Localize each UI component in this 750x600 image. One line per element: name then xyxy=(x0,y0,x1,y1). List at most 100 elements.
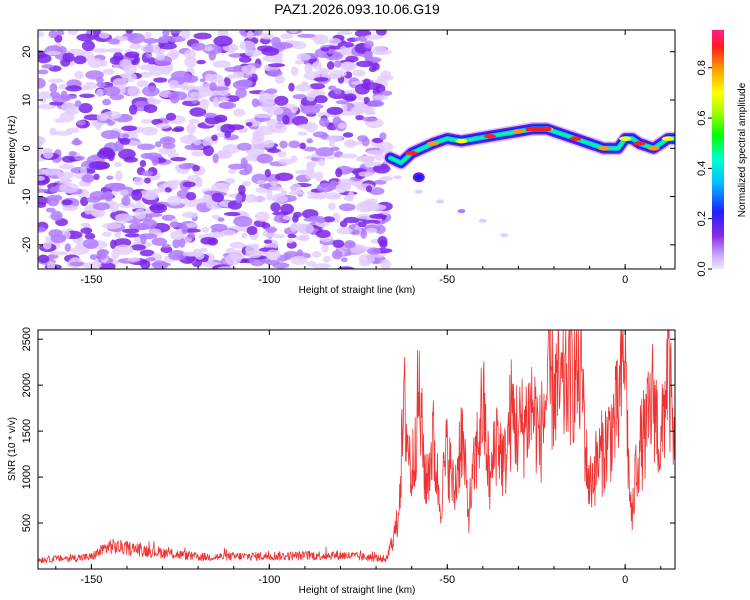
noise-blob xyxy=(209,81,217,92)
noise-blob xyxy=(343,216,360,224)
noise-blob xyxy=(326,184,333,191)
spectrogram-x-tick-label: 0 xyxy=(622,274,628,286)
noise-blob xyxy=(281,114,290,125)
noise-blob xyxy=(334,88,342,95)
noise-blob xyxy=(339,45,348,56)
noise-blob xyxy=(342,132,354,138)
noise-blob xyxy=(218,102,234,109)
noise-blob xyxy=(38,31,45,38)
noise-blob xyxy=(100,130,121,140)
noise-blob xyxy=(265,88,278,95)
noise-blob xyxy=(328,37,342,45)
noise-blob xyxy=(308,170,317,179)
noise-blob xyxy=(343,195,353,202)
noise-blob xyxy=(267,63,286,68)
noise-blob xyxy=(344,140,364,146)
noise-blob xyxy=(373,179,387,185)
noise-blob xyxy=(295,169,313,175)
noise-blob xyxy=(109,201,119,213)
noise-blob xyxy=(287,234,297,239)
noise-blob xyxy=(65,85,82,92)
noise-blob xyxy=(122,228,140,234)
noise-blob xyxy=(332,239,345,249)
noise-blob xyxy=(148,65,165,77)
noise-blob xyxy=(124,233,140,238)
noise-blob xyxy=(239,79,252,87)
noise-blob xyxy=(101,231,112,237)
noise-blob xyxy=(319,117,330,127)
noise-blob xyxy=(296,53,312,61)
noise-blob xyxy=(267,148,282,154)
spectrogram-x-tick-label: -100 xyxy=(258,274,280,286)
noise-blob xyxy=(160,246,173,254)
noise-blob xyxy=(270,180,278,187)
noise-blob xyxy=(165,112,177,121)
noise-blob xyxy=(362,219,381,225)
noise-blob xyxy=(377,236,388,246)
noise-blob xyxy=(250,143,265,151)
noise-blob xyxy=(225,247,236,255)
noise-blob xyxy=(338,203,356,212)
noise-blob xyxy=(169,221,180,228)
noise-blob xyxy=(162,30,170,38)
noise-blob xyxy=(224,177,236,184)
noise-blob xyxy=(315,147,335,157)
noise-blob xyxy=(114,161,122,167)
noise-blob xyxy=(76,119,86,126)
noise-blob xyxy=(253,219,267,228)
noise-blob xyxy=(127,257,141,262)
noise-blob xyxy=(362,116,378,122)
noise-blob xyxy=(288,82,295,92)
noise-blob xyxy=(184,222,198,228)
ridge-hotspot xyxy=(569,136,582,141)
noise-blob xyxy=(133,176,145,186)
noise-blob xyxy=(149,228,162,235)
noise-blob xyxy=(61,199,73,206)
noise-blob xyxy=(62,52,75,63)
noise-blob xyxy=(138,233,158,240)
noise-blob xyxy=(141,44,161,53)
noise-blob xyxy=(381,209,391,216)
noise-blob xyxy=(155,52,165,61)
noise-blob xyxy=(143,104,158,114)
colorbar-axes: 0.0 0.2 0.4 0.6 0.8 xyxy=(696,60,712,277)
noise-blob xyxy=(193,32,212,40)
snr-background xyxy=(38,330,675,569)
noise-blob xyxy=(187,232,195,239)
noise-blob xyxy=(275,42,294,50)
noise-blob xyxy=(81,40,95,52)
noise-blob xyxy=(355,114,365,121)
noise-blob xyxy=(224,211,241,217)
noise-blob xyxy=(314,95,328,104)
noise-blob xyxy=(146,97,156,103)
noise-blob xyxy=(343,240,356,249)
noise-blob xyxy=(361,82,382,90)
snr-x-axis-label: Height of straight line (km) xyxy=(299,585,416,596)
noise-blob xyxy=(352,69,366,77)
noise-blob xyxy=(49,101,66,106)
noise-blob xyxy=(136,80,149,88)
secondary-trace-point xyxy=(457,209,466,214)
colorbar-gradient xyxy=(712,30,724,269)
noise-blob xyxy=(121,125,138,132)
noise-blob xyxy=(168,79,180,89)
snr-y-tick-label: 1000 xyxy=(21,465,33,489)
noise-blob xyxy=(181,224,188,235)
noise-blob xyxy=(203,112,217,119)
ridge-peak xyxy=(525,127,552,132)
noise-blob xyxy=(188,119,200,124)
noise-blob xyxy=(76,33,96,42)
noise-blob xyxy=(59,163,74,170)
noise-blob xyxy=(182,196,199,208)
noise-blob xyxy=(66,127,80,134)
snr-axes: -150 -100 -50 0 500 1000 1500 2000 2500 xyxy=(21,327,675,586)
noise-blob xyxy=(304,121,318,133)
noise-blob xyxy=(336,227,353,235)
noise-blob xyxy=(380,90,393,96)
noise-blob xyxy=(367,100,385,108)
spectrogram-x-axis-label: Height of straight line (km) xyxy=(299,285,416,296)
noise-blob xyxy=(322,216,335,223)
noise-blob xyxy=(259,32,275,40)
